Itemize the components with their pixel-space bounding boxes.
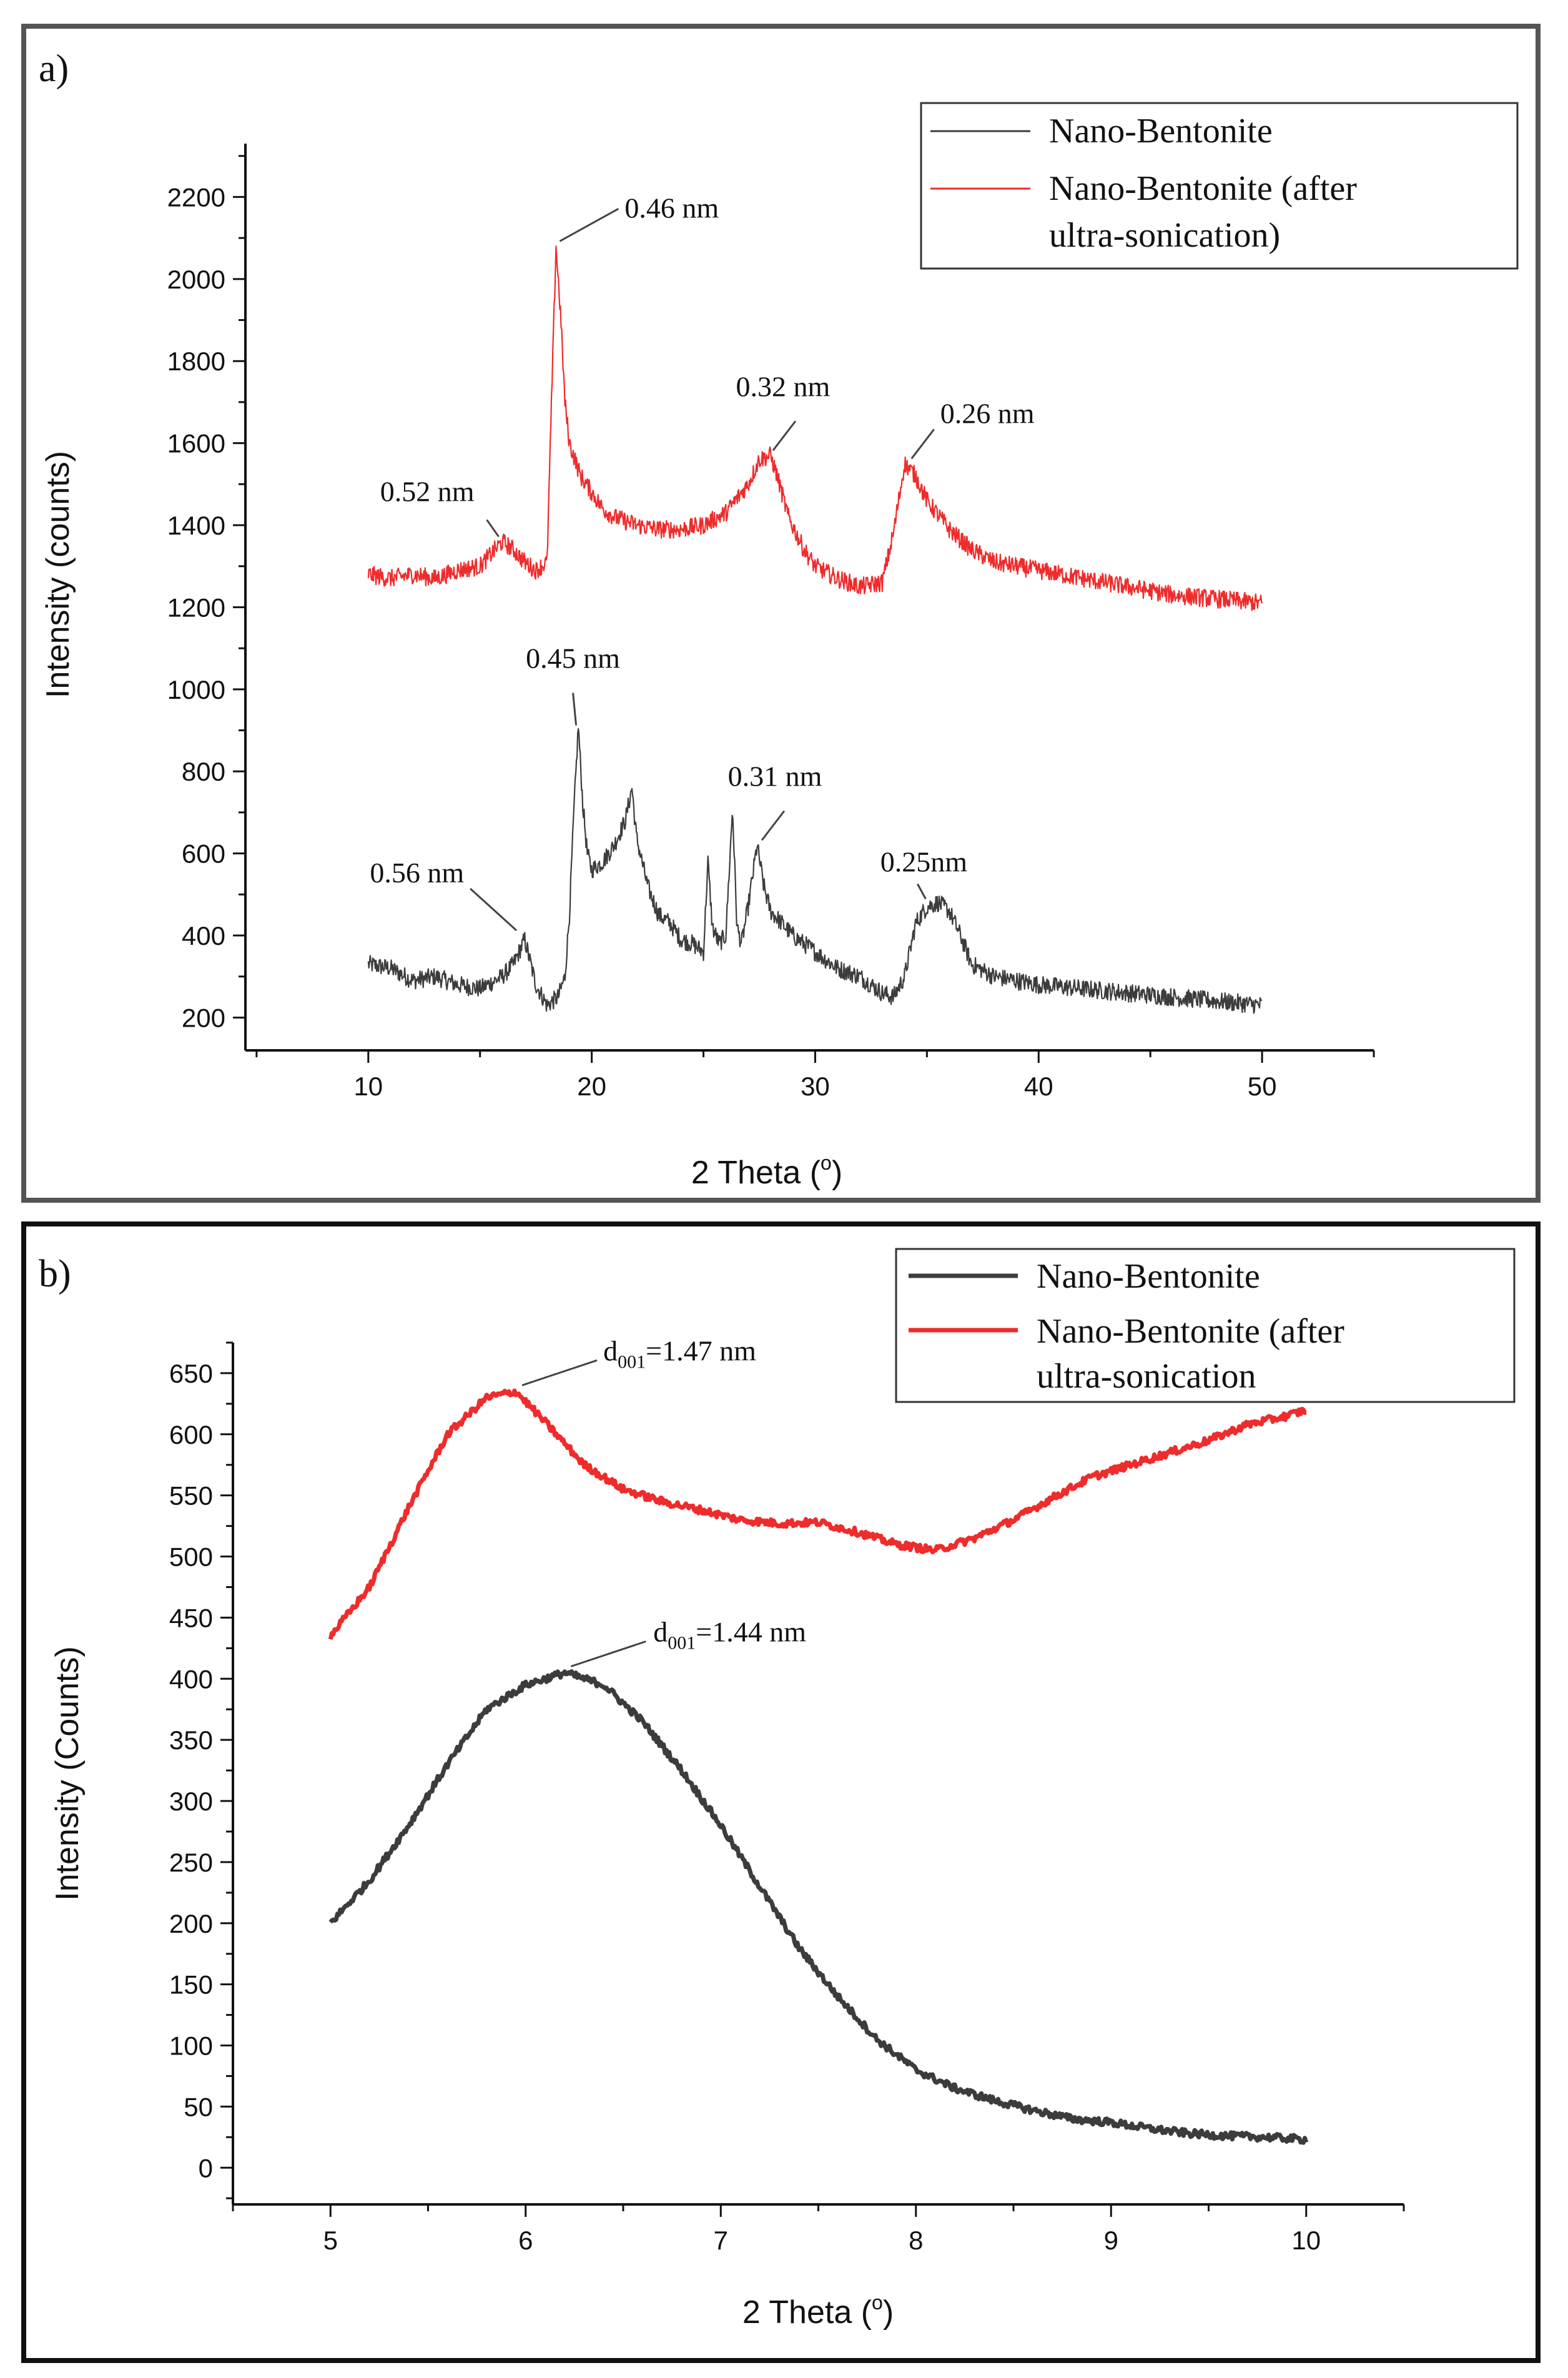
y-tick-label: 400	[182, 921, 225, 950]
panel-b-x-axis-title: 2 Theta (o)	[742, 2291, 894, 2331]
annotation-label: 0.25nm	[880, 846, 968, 877]
panel-a-label: a)	[39, 47, 69, 90]
series-line-1	[328, 1388, 1307, 1640]
x-tick-label: 20	[577, 1072, 606, 1101]
annotation-leader	[910, 428, 935, 460]
y-tick-label: 2200	[167, 182, 225, 212]
x-tick-label: 8	[909, 2226, 923, 2255]
annotation-label: 0.45 nm	[526, 643, 620, 674]
x-tick-label: 10	[353, 1072, 383, 1101]
x-tick-label: 6	[518, 2226, 533, 2255]
y-tick-label: 600	[169, 1420, 213, 1449]
legend-a-entry-1-cont: ultra-sonication)	[1049, 216, 1280, 255]
y-tick-label: 150	[169, 1970, 213, 2000]
annotation-leader	[772, 420, 797, 451]
y-tick-label: 350	[169, 1725, 213, 1755]
x-tick-label: 40	[1024, 1072, 1053, 1101]
annotation-leader	[486, 519, 500, 538]
y-tick-label: 1000	[167, 675, 225, 704]
y-tick-label: 200	[169, 1909, 213, 1938]
y-tick-label: 300	[169, 1787, 213, 1816]
annotation-label: d001=1.44 nm	[653, 1616, 806, 1654]
y-tick-label: 0	[199, 2153, 213, 2183]
annotation-label: 0.32 nm	[736, 370, 830, 402]
x-tick-label: 5	[323, 2226, 338, 2255]
y-tick-label: 550	[169, 1481, 213, 1511]
panel-a-frame	[21, 24, 1541, 1203]
y-tick-label: 1800	[167, 347, 225, 376]
y-tick-label: 1400	[167, 511, 225, 540]
x-tick-label: 7	[714, 2226, 728, 2255]
y-tick-label: 650	[169, 1359, 213, 1388]
y-tick-label: 1200	[167, 593, 225, 622]
y-tick-label: 100	[169, 2031, 213, 2061]
annotation-leader	[559, 207, 619, 242]
annotation-leader	[572, 693, 578, 726]
legend-b-entry-0: Nano-Bentonite	[1037, 1257, 1260, 1296]
panel-b-label: b)	[39, 1253, 71, 1295]
annotation-label: d001=1.47 nm	[603, 1335, 756, 1372]
y-tick-label: 250	[169, 1848, 213, 1877]
y-tick-label: 400	[169, 1664, 213, 1694]
panel-b-y-axis-title: Intensity (Counts)	[49, 1646, 86, 1901]
annotation-leader	[917, 883, 927, 900]
legend-a-entry-1: Nano-Bentonite (after	[1049, 169, 1357, 208]
y-tick-label: 800	[182, 757, 225, 786]
x-tick-label: 9	[1104, 2226, 1118, 2255]
series-line-0	[367, 728, 1263, 1014]
panel-a: a) 10 20 30 40 50 200 400 600 800 1000 1200 1400 160…	[21, 24, 1541, 1203]
y-tick-label: 600	[182, 839, 225, 869]
annotation-leader	[470, 887, 518, 932]
series-line-0	[328, 1669, 1309, 2145]
y-tick-label: 2000	[167, 265, 225, 294]
plot-b: 5 6 7 8 9 10050100150200250300350400450500550…	[169, 1335, 1405, 2255]
y-tick-label: 50	[184, 2092, 213, 2121]
annotation-leader	[570, 1640, 646, 1667]
y-tick-label: 450	[169, 1603, 213, 1632]
y-tick-label: 500	[169, 1542, 213, 1572]
x-tick-label: 10	[1291, 2226, 1321, 2255]
panel-a-y-axis-title: Intensity (counts)	[40, 451, 76, 698]
annotation-label: 0.31 nm	[728, 760, 822, 792]
legend-a: Nano-Bentonite Nano-Bentonite (after ult…	[920, 102, 1519, 270]
y-tick-label: 1600	[167, 429, 225, 458]
annotation-label: 0.26 nm	[940, 397, 1035, 429]
annotation-leader	[521, 1359, 598, 1386]
x-tick-label: 50	[1248, 1072, 1277, 1101]
panel-a-x-axis-title: 2 Theta (o)	[691, 1152, 842, 1191]
plot-a: 10 20 30 40 50 200 400 600 800 1000 1200 1400 1600 18…	[167, 144, 1375, 1101]
annotation-leader	[761, 810, 786, 841]
legend-b-entry-1: Nano-Bentonite (after	[1037, 1312, 1344, 1351]
legend-b: Nano-Bentonite Nano-Bentonite (after ult…	[895, 1248, 1516, 1403]
panel-b-frame	[21, 1221, 1541, 2363]
series-line-1	[367, 245, 1263, 611]
annotation-label: 0.46 nm	[624, 192, 719, 224]
panel-b: b) 5 6 7 8 9 10050100150200250300350400450500…	[21, 1221, 1541, 2363]
y-tick-label: 200	[182, 1003, 225, 1032]
annotation-label: 0.52 nm	[380, 475, 475, 507]
x-tick-label: 30	[801, 1072, 830, 1101]
legend-b-entry-1-cont: ultra-sonication	[1037, 1357, 1256, 1396]
annotation-label: 0.56 nm	[370, 857, 464, 889]
legend-a-entry-0: Nano-Bentonite	[1049, 112, 1273, 150]
